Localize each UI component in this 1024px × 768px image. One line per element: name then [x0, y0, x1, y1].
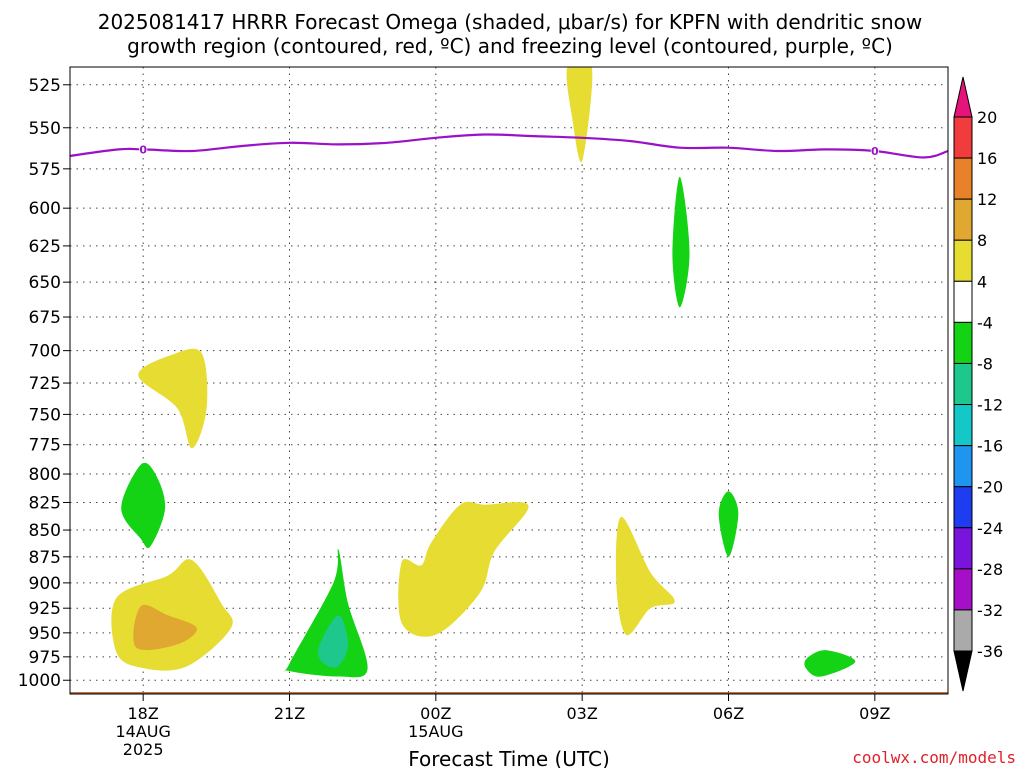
y-tick-label: 525	[29, 76, 61, 96]
chart-title-line-1: 2025081417 HRRR Forecast Omega (shaded, …	[98, 10, 923, 34]
colorbar-label: 16	[977, 149, 997, 168]
x-tick-date: 15AUG	[408, 722, 463, 741]
plot-frame	[69, 66, 949, 695]
colorbar-band	[953, 321, 973, 364]
y-tick-label: 750	[29, 405, 61, 425]
colorbar-label: -8	[977, 354, 993, 373]
colorbar-bottom-arrow	[953, 650, 973, 692]
y-tick-label: 650	[29, 273, 61, 293]
y-tick-label: 925	[29, 599, 61, 619]
colorbar-label: -36	[977, 642, 1003, 661]
colorbar-label: -12	[977, 396, 1003, 415]
colorbar-band	[953, 116, 973, 159]
colorbar-label: 20	[977, 108, 997, 127]
ground-band	[70, 692, 948, 694]
x-tick-date: 14AUG	[115, 722, 170, 741]
x-tick-label: 00Z	[420, 704, 451, 723]
colorbar-band	[953, 445, 973, 488]
x-tick-label: 06Z	[713, 704, 744, 723]
grid-lines	[70, 67, 948, 694]
omega-region	[804, 650, 856, 677]
colorbar-band	[953, 609, 973, 652]
colorbar-label: -24	[977, 519, 1003, 538]
omega-region	[672, 176, 690, 308]
y-tick-label: 850	[29, 521, 61, 541]
colorbar-label: -4	[977, 313, 993, 332]
y-tick-label: 875	[29, 548, 61, 568]
y-axis: 525 550 575 600 625 650 675 700 725 750 775 800 825 8…	[18, 76, 70, 691]
x-tick-label: 21Z	[274, 704, 305, 723]
omega-region	[718, 491, 739, 557]
colorbar-band	[953, 568, 973, 611]
colorbar-label: -20	[977, 478, 1003, 497]
y-tick-label: 675	[29, 308, 61, 328]
omega-region	[318, 615, 348, 668]
x-axis-label: Forecast Time (UTC)	[408, 747, 610, 768]
colorbar-label: 12	[977, 190, 997, 209]
omega-region	[121, 462, 166, 549]
y-tick-label: 775	[29, 436, 61, 456]
colorbar-band	[953, 157, 973, 200]
colorbar-label: -32	[977, 601, 1003, 620]
freezing-level-label: 0	[139, 143, 147, 156]
x-tick-label: 03Z	[567, 704, 598, 723]
omega-region	[138, 348, 208, 449]
y-tick-label: 825	[29, 493, 61, 513]
y-tick-label: 900	[29, 574, 61, 594]
y-tick-label: 1000	[18, 671, 61, 691]
y-tick-label: 725	[29, 374, 61, 394]
omega-shaded-regions	[111, 67, 856, 678]
y-tick-label: 625	[29, 237, 61, 257]
colorbar-band	[953, 280, 973, 323]
colorbar-band	[953, 486, 973, 529]
y-tick-label: 800	[29, 465, 61, 485]
y-tick-label: 600	[29, 199, 61, 219]
colorbar: 20 16 12 8 4 -4 -8 -12 -16 -20 -24 -28 -32 -36	[953, 76, 1003, 692]
colorbar-label: -28	[977, 560, 1003, 579]
colorbar-label: 8	[977, 231, 987, 250]
colorbar-band	[953, 362, 973, 406]
x-tick-year: 2025	[123, 740, 164, 759]
y-tick-label: 550	[29, 119, 61, 139]
chart-title-line-2: growth region (contoured, red, ºC) and f…	[127, 34, 893, 58]
colorbar-band	[953, 198, 973, 241]
freezing-level-line	[70, 133, 948, 159]
colorbar-band	[953, 239, 973, 282]
freezing-label-bg	[139, 143, 148, 156]
y-tick-label: 950	[29, 624, 61, 644]
freezing-label-bg	[870, 144, 879, 157]
x-tick-label: 09Z	[859, 704, 890, 723]
y-tick-label: 575	[29, 160, 61, 180]
omega-region	[133, 604, 197, 651]
colorbar-band	[953, 404, 973, 447]
omega-region	[398, 501, 529, 637]
y-tick-label: 700	[29, 342, 61, 362]
colorbar-label: -16	[977, 437, 1003, 456]
freezing-level-label: 0	[871, 145, 879, 158]
x-tick-label: 18Z	[128, 704, 159, 723]
y-tick-label: 975	[29, 648, 61, 668]
ground-band-fill	[70, 692, 948, 694]
omega-region	[615, 516, 675, 636]
colorbar-band	[953, 527, 973, 570]
colorbar-label: 4	[977, 272, 987, 291]
credit-text: coolwx.com/models	[852, 748, 1016, 767]
